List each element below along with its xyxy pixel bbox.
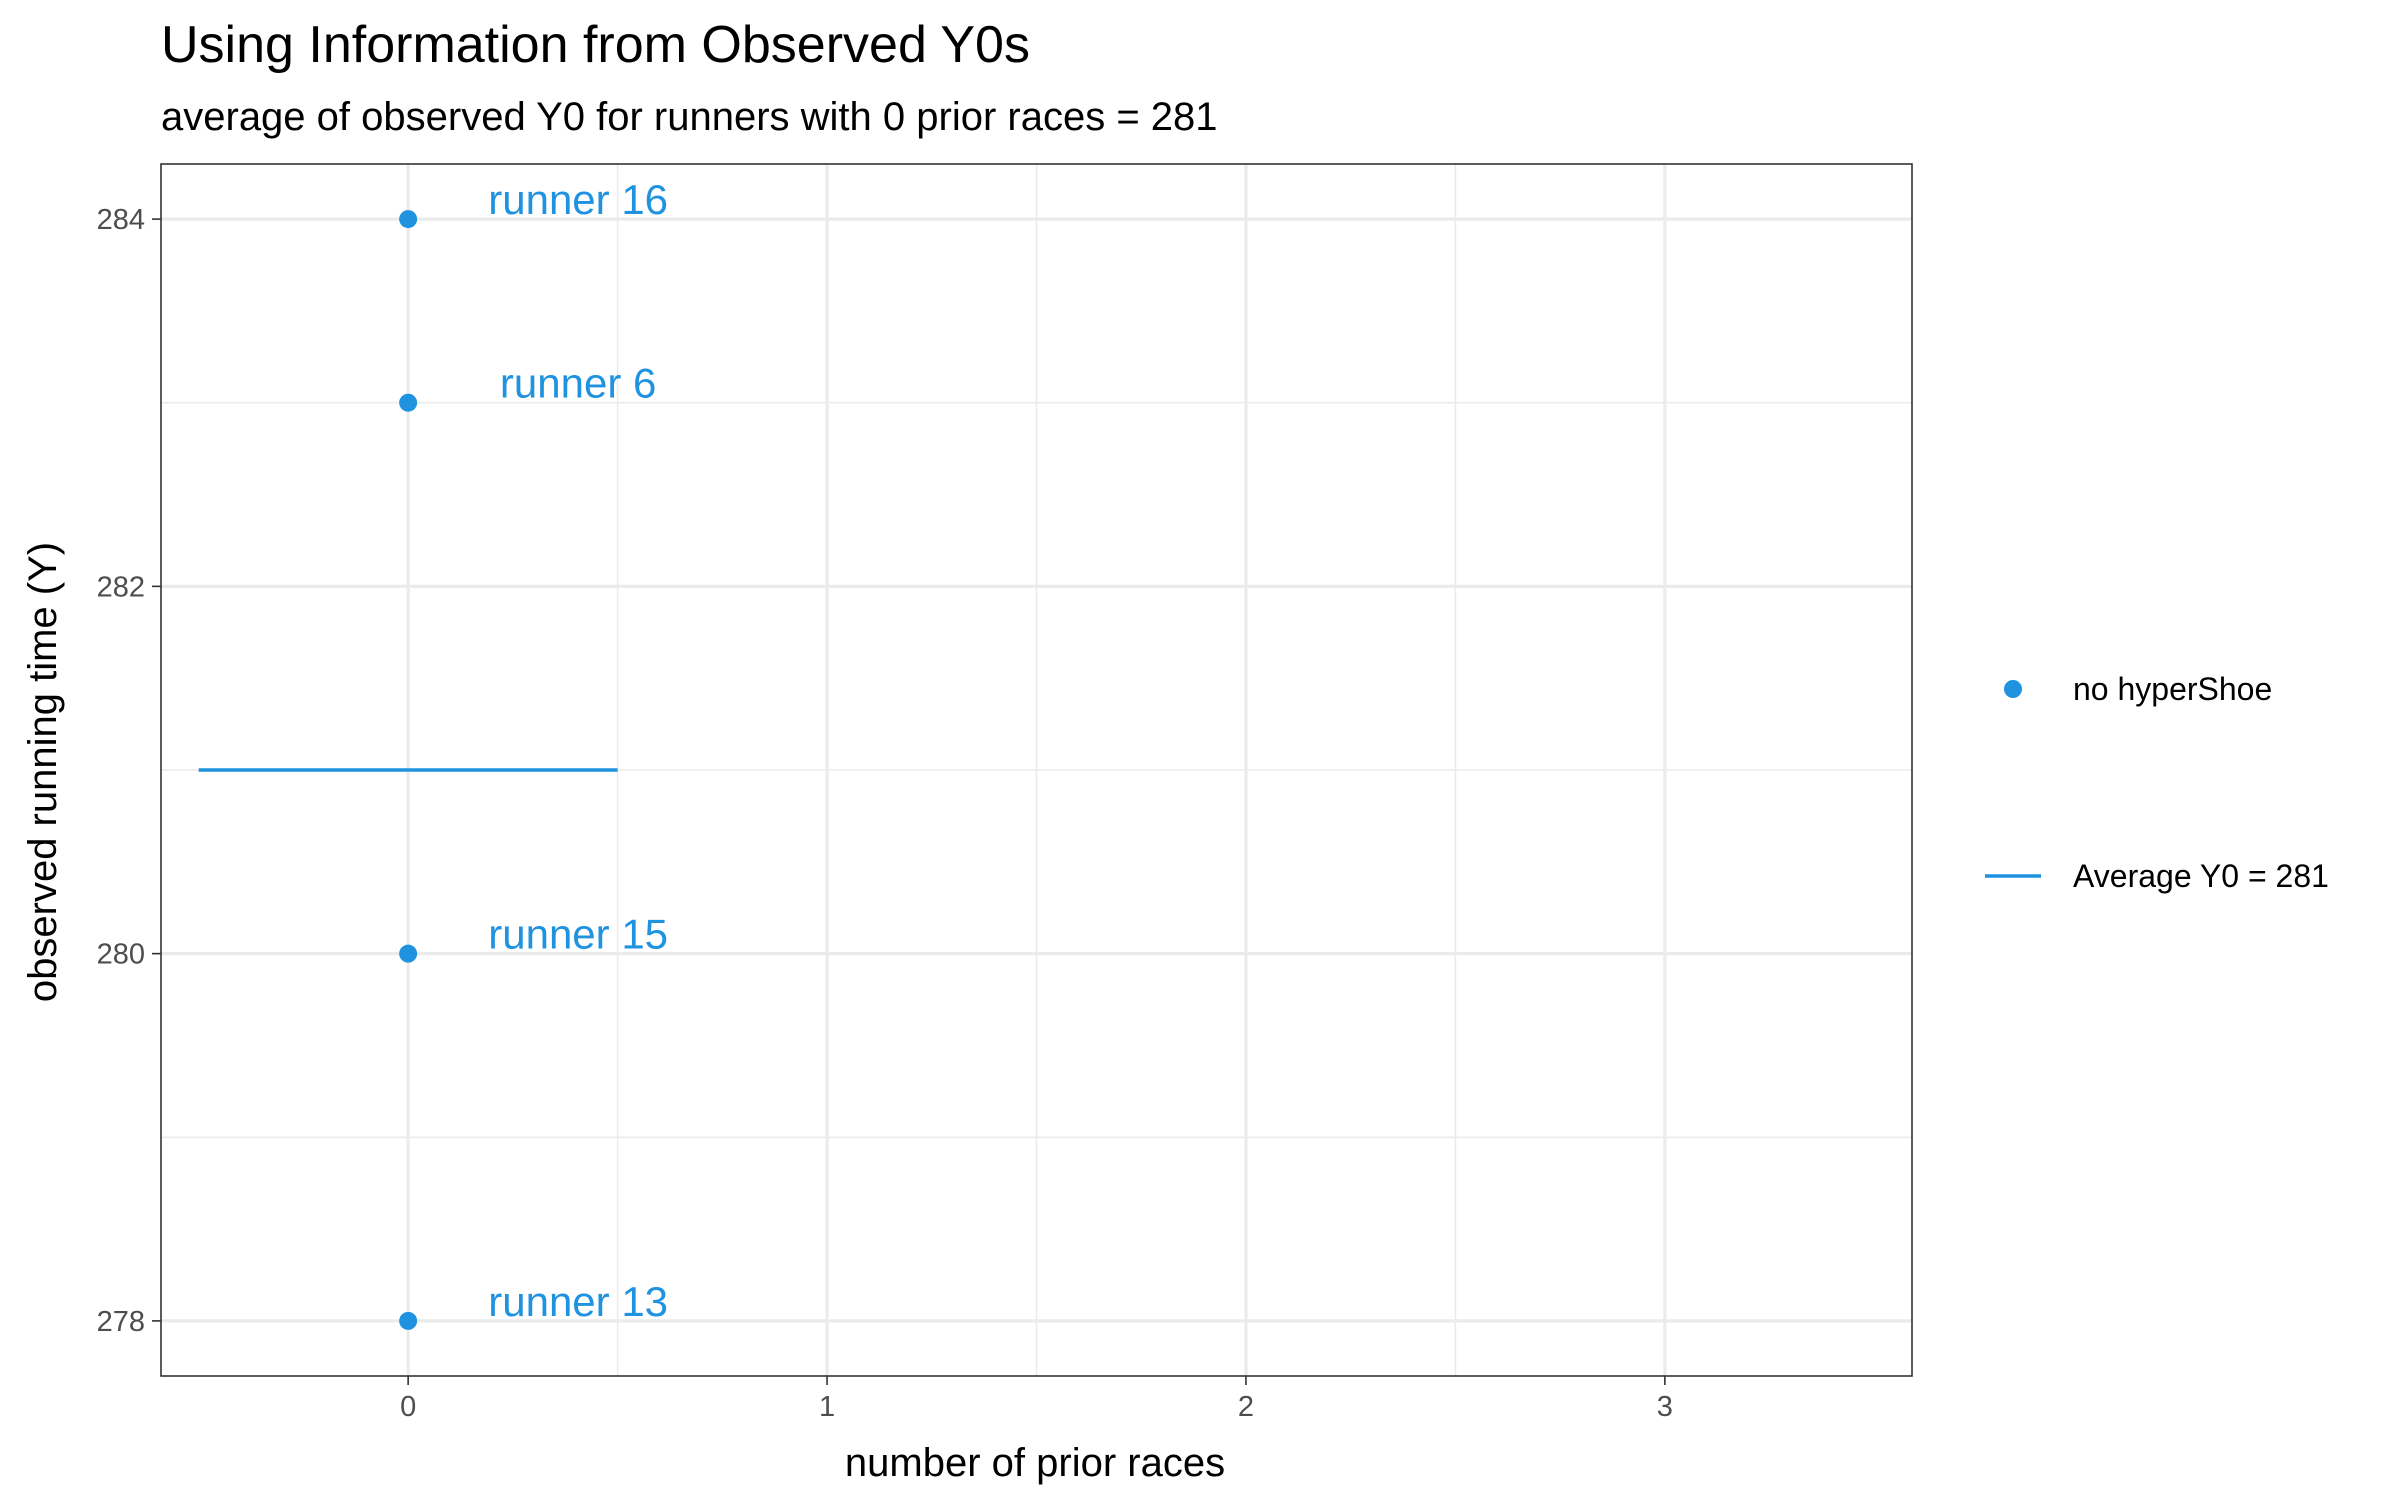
x-tick-label: 3 [1657, 1391, 1673, 1423]
data-point [399, 1311, 418, 1330]
data-point [399, 393, 418, 412]
legend-point-marker [2004, 680, 2022, 698]
data-point [399, 944, 418, 963]
y-tick-label: 284 [97, 204, 145, 236]
point-label: runner 16 [488, 176, 668, 223]
x-tick-label: 0 [400, 1391, 416, 1423]
y-tick-label: 282 [97, 571, 145, 603]
y-axis-title: observed running time (Y) [21, 542, 65, 1002]
point-label: runner 15 [488, 911, 668, 958]
point-label: runner 6 [500, 360, 656, 407]
legend-label-no-hypershoe: no hyperShoe [2073, 671, 2272, 707]
data-point [399, 210, 418, 229]
x-axis-title: number of prior races [845, 1441, 1225, 1485]
plot-border [160, 163, 1913, 1377]
y-axis: 278 280 282 284 [97, 204, 161, 1338]
point-label: runner 13 [488, 1278, 668, 1325]
chart-title: Using Information from Observed Y0s [161, 16, 1030, 74]
data-marks: runner 16 runner 6 runner 15 runner 13 [198, 176, 668, 1330]
legend-label-average: Average Y0 = 281 [2073, 858, 2329, 894]
y-tick-label: 278 [97, 1306, 145, 1338]
x-axis: 0 1 2 3 [400, 1376, 1673, 1423]
legend: no hyperShoe Average Y0 = 281 [1985, 671, 2329, 894]
chart-subtitle: average of observed Y0 for runners with … [161, 95, 1218, 139]
x-tick-label: 1 [819, 1391, 835, 1423]
y-tick-label: 280 [97, 939, 145, 971]
x-tick-label: 2 [1238, 1391, 1254, 1423]
